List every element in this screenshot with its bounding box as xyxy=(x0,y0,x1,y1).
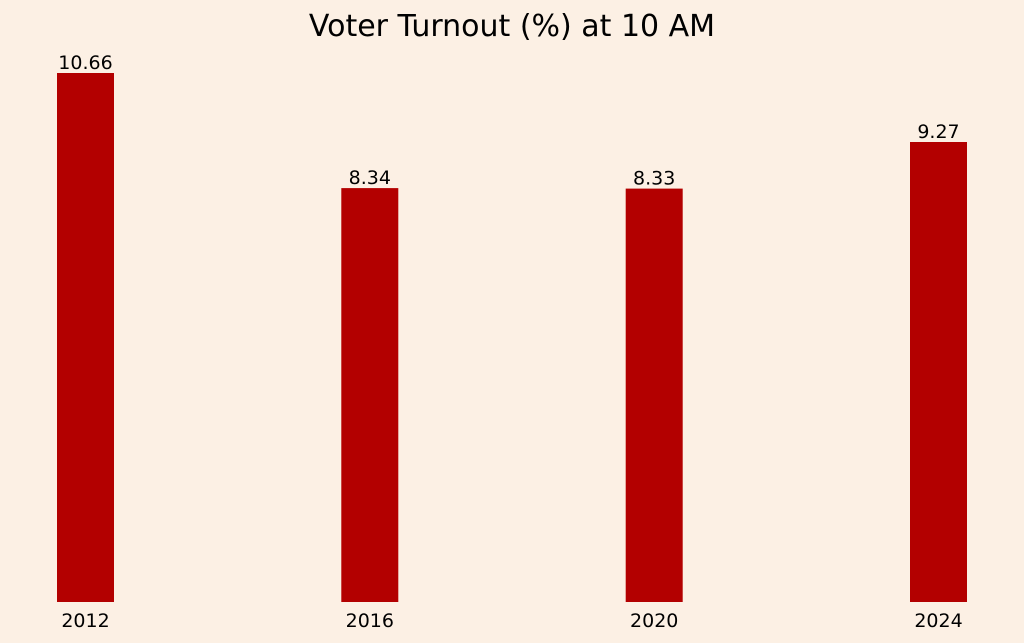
x-tick-label-2020: 2020 xyxy=(630,610,678,632)
data-label-2020: 8.33 xyxy=(633,168,675,190)
bar-2020 xyxy=(625,188,683,602)
bars-group xyxy=(57,73,967,602)
data-label-2024: 9.27 xyxy=(917,121,959,143)
bar-2016 xyxy=(341,188,399,602)
x-tick-label-2024: 2024 xyxy=(914,610,962,632)
x-tick-label-2016: 2016 xyxy=(346,610,394,632)
data-label-2016: 8.34 xyxy=(349,167,391,189)
chart-title: Voter Turnout (%) at 10 AM xyxy=(309,9,715,44)
bar-2024 xyxy=(910,142,967,602)
data-label-2012: 10.66 xyxy=(58,52,112,74)
x-tick-labels-group: 2012 2016 2020 2024 xyxy=(61,610,962,632)
x-tick-label-2012: 2012 xyxy=(61,610,109,632)
data-labels-group: 10.66 8.34 8.33 9.27 xyxy=(58,52,959,190)
bar-2012 xyxy=(57,73,114,602)
